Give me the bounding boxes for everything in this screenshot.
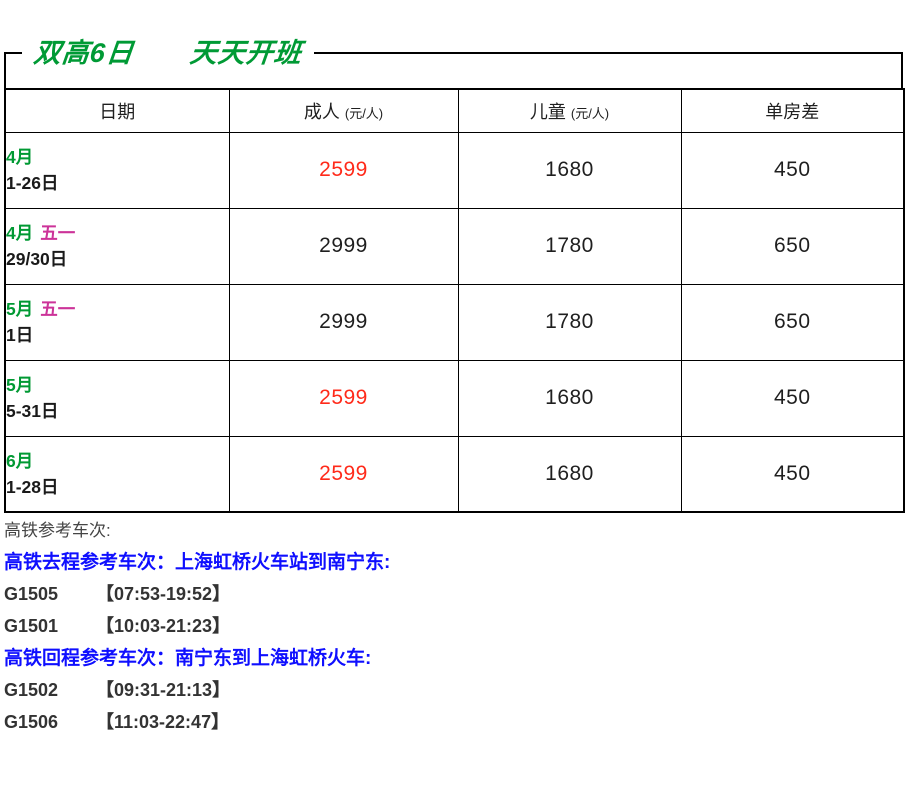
date-line-1: 5月 [6, 372, 229, 398]
notes-intro: 高铁参考车次: [4, 521, 111, 540]
train-time: 【10:03-21:23】 [96, 616, 231, 636]
date-line-1: 4月 五一 [6, 220, 229, 246]
child-price: 1780 [457, 207, 682, 285]
days-label: 1日 [6, 325, 34, 345]
single-supplement: 450 [680, 435, 905, 513]
table-header-row: 日期 成人 (元/人) 儿童 (元/人) 单房差 [4, 88, 905, 133]
price-table: 日期 成人 (元/人) 儿童 (元/人) 单房差 4月 1-26日 2599 1… [4, 88, 905, 513]
date-line-1: 5月 五一 [6, 296, 229, 322]
month-label: 5月 [6, 375, 34, 395]
date-line-1: 6月 [6, 448, 229, 474]
adult-price: 2599 [228, 435, 459, 513]
adult-price: 2599 [228, 359, 459, 437]
train-line: G1506 【11:03-22:47】 [4, 711, 903, 734]
month-label: 4月 [6, 223, 34, 243]
table-row: 4月 1-26日 2599 1680 450 [4, 131, 905, 209]
holiday-label: 五一 [40, 223, 76, 243]
child-price: 1780 [457, 283, 682, 361]
train-line: G1502 【09:31-21:13】 [4, 679, 903, 702]
child-price: 1680 [457, 359, 682, 437]
col-header-date-label: 日期 [99, 101, 136, 122]
train-code: G1502 [4, 680, 59, 700]
date-line-1: 4月 [6, 144, 229, 170]
table-row: 5月 五一 1日 2999 1780 650 [4, 283, 905, 361]
date-cell: 4月 五一 29/30日 [4, 207, 230, 285]
table-row: 6月 1-28日 2599 1680 450 [4, 435, 905, 513]
pricing-page: 双高6日 天天开班 日期 成人 (元/人) 儿童 (元/人) 单房差 4月 1-… [4, 35, 905, 734]
days-label: 1-28日 [6, 476, 59, 497]
col-header-single-label: 单房差 [765, 101, 820, 122]
date-cell: 5月 5-31日 [4, 359, 230, 437]
single-supplement: 650 [680, 207, 905, 285]
table-row: 5月 5-31日 2599 1680 450 [4, 359, 905, 437]
col-header-child: 儿童 (元/人) [457, 88, 682, 133]
train-line: G1501 【10:03-21:23】 [4, 615, 903, 638]
train-code: G1506 [4, 712, 59, 732]
adult-price: 2599 [228, 131, 459, 209]
month-label: 5月 [6, 299, 34, 319]
days-label: 29/30日 [6, 249, 68, 269]
col-header-date: 日期 [4, 88, 230, 133]
train-time: 【07:53-19:52】 [96, 584, 231, 604]
adult-price: 2999 [228, 283, 459, 361]
date-cell: 6月 1-28日 [4, 435, 230, 513]
date-cell: 5月 五一 1日 [4, 283, 230, 361]
title-wrap: 双高6日 天天开班 [22, 35, 315, 76]
return-trains-title: 高铁回程参考车次：南宁东到上海虹桥火车: [4, 648, 372, 669]
col-header-single-supplement: 单房差 [680, 88, 905, 133]
train-time: 【09:31-21:13】 [96, 680, 231, 700]
single-supplement: 650 [680, 283, 905, 361]
child-price: 1680 [457, 131, 682, 209]
date-cell: 4月 1-26日 [4, 131, 230, 209]
outbound-trains-title: 高铁去程参考车次：上海虹桥火车站到南宁东: [4, 552, 391, 573]
adult-price: 2999 [228, 207, 459, 285]
month-label: 4月 [6, 147, 34, 167]
title-box: 双高6日 天天开班 [4, 35, 903, 88]
days-label: 1-26日 [6, 173, 59, 193]
child-price: 1680 [457, 435, 682, 513]
holiday-label: 五一 [40, 299, 76, 319]
col-header-adult-label: 成人 [303, 101, 340, 122]
days-label: 5-31日 [6, 401, 59, 421]
train-code: G1505 [4, 584, 59, 604]
page-title: 双高6日 天天开班 [32, 38, 304, 68]
train-code: G1501 [4, 616, 59, 636]
train-time: 【11:03-22:47】 [96, 712, 230, 732]
train-line: G1505 【07:53-19:52】 [4, 583, 903, 606]
single-supplement: 450 [680, 359, 905, 437]
month-label: 6月 [6, 450, 34, 471]
col-header-child-label: 儿童 [529, 101, 566, 122]
col-header-adult-unit: (元/人) [344, 105, 384, 121]
train-notes-section: 高铁参考车次: 高铁去程参考车次：上海虹桥火车站到南宁东: G1505 【07:5… [4, 520, 903, 734]
single-supplement: 450 [680, 131, 905, 209]
table-row: 4月 五一 29/30日 2999 1780 650 [4, 207, 905, 285]
col-header-adult: 成人 (元/人) [228, 88, 459, 133]
col-header-child-unit: (元/人) [570, 105, 610, 121]
